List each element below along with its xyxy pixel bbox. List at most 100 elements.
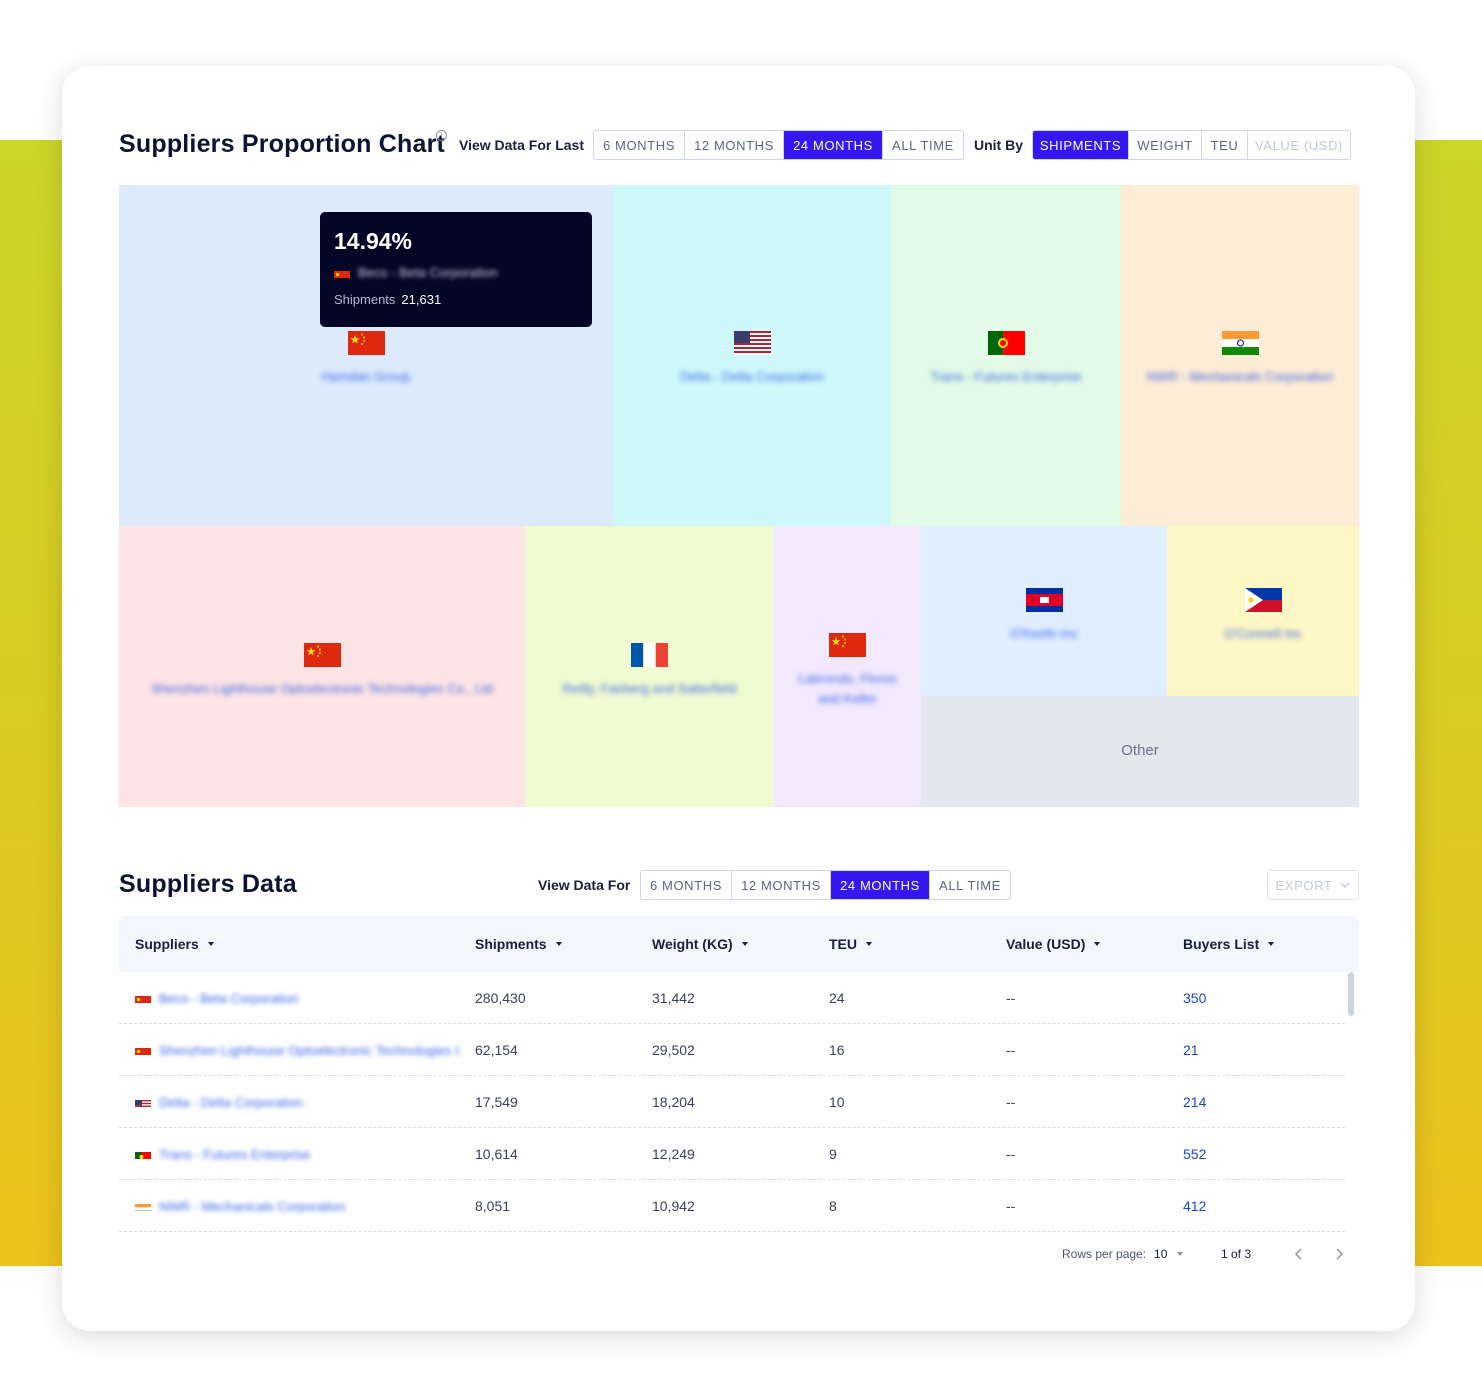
- weight-cell: 12,249: [652, 1146, 695, 1162]
- treemap-cell-label: Labrondo, Flores and Keller: [798, 671, 897, 706]
- treemap-cell-label: Hamdan Group: [321, 369, 411, 384]
- philippines-flag-icon: [1244, 588, 1282, 612]
- tooltip-percent: 14.94%: [334, 228, 413, 254]
- data-period-6m[interactable]: 6 MONTHS: [641, 871, 732, 899]
- shipments-cell: 17,549: [475, 1094, 518, 1110]
- france-flag-icon: [631, 643, 668, 667]
- unit-value-usd: VALUE (USD): [1255, 137, 1343, 153]
- chart-period-6m[interactable]: 6 MONTHS: [594, 131, 685, 159]
- shipments-cell: 8,051: [475, 1198, 511, 1214]
- value-cell: --: [1006, 990, 1016, 1006]
- sort-caret-icon: [1094, 942, 1101, 946]
- table-row[interactable]: Beco - Beta Corporation 280,430 31,442 2…: [119, 972, 1345, 1024]
- unit-by-label: Unit By: [974, 137, 1023, 153]
- sort-caret-icon: [866, 942, 872, 946]
- weight-cell: 18,204: [652, 1094, 695, 1110]
- info-icon[interactable]: i: [436, 130, 447, 141]
- data-period-24m[interactable]: 24 MONTHS: [831, 871, 930, 899]
- tooltip-metric-label: Shipments: [334, 292, 396, 307]
- teu-cell: 10: [829, 1094, 845, 1110]
- unit-teu[interactable]: TEU: [1202, 131, 1248, 159]
- unit-shipments[interactable]: SHIPMENTS: [1033, 131, 1129, 159]
- view-data-label: View Data For Last: [459, 137, 585, 153]
- treemap-other-label: Other: [1121, 742, 1159, 759]
- table-row[interactable]: Trans - Futures Enterprise 10,614 12,249…: [119, 1128, 1345, 1180]
- shipments-cell: 280,430: [475, 990, 526, 1006]
- chevron-down-icon: [1340, 882, 1350, 888]
- sort-caret-icon: [555, 942, 562, 946]
- unit-selector: SHIPMENTS WEIGHT TEU VALUE (USD): [1032, 130, 1351, 160]
- col-buyers[interactable]: Buyers List: [1183, 916, 1275, 972]
- treemap-cell[interactable]: Labrondo, Flores and Keller: [774, 526, 921, 807]
- scrollbar-thumb[interactable]: [1348, 972, 1354, 1016]
- weight-cell: 31,442: [652, 990, 695, 1006]
- treemap-cell-label: NWR - Mechanicals Corporation: [1146, 369, 1334, 384]
- page-info: 1 of 3: [1221, 1247, 1252, 1261]
- buyers-link[interactable]: 412: [1183, 1198, 1207, 1214]
- teu-cell: 8: [829, 1198, 837, 1214]
- sort-caret-icon: [741, 942, 748, 946]
- buyers-link[interactable]: 214: [1183, 1094, 1207, 1110]
- table-row[interactable]: NWR - Mechanicals Corporation 8,051 10,9…: [119, 1180, 1345, 1232]
- unit-weight[interactable]: WEIGHT: [1129, 131, 1202, 159]
- treemap-cell[interactable]: NWR - Mechanicals Corporation: [1121, 185, 1359, 526]
- treemap-cell[interactable]: Trans - Futures Enterprise: [891, 185, 1121, 526]
- buyers-link[interactable]: 552: [1183, 1146, 1207, 1162]
- treemap-cell[interactable]: O'Keefe Inc: [921, 526, 1167, 696]
- sort-caret-icon: [1268, 942, 1275, 946]
- india-flag-icon: [1221, 331, 1259, 355]
- supplier-name[interactable]: Trans - Futures Enterprise: [159, 1146, 311, 1162]
- col-suppliers[interactable]: Suppliers: [135, 916, 214, 972]
- treemap-cell-label: Reilly, Fairberg and Satterfield: [562, 681, 737, 696]
- col-weight[interactable]: Weight (KG): [652, 916, 748, 972]
- col-teu[interactable]: TEU: [829, 916, 872, 972]
- chevron-left-icon[interactable]: [1291, 1246, 1307, 1262]
- treemap-cell[interactable]: O'Connell Inc: [1167, 526, 1359, 696]
- table-row[interactable]: Delta - Delta Corporation 17,549 18,204 …: [119, 1076, 1345, 1128]
- tooltip-metric-value: 21,631: [401, 292, 442, 307]
- chevron-right-icon[interactable]: [1331, 1246, 1347, 1262]
- shipments-cell: 10,614: [475, 1146, 518, 1162]
- table-body: Beco - Beta Corporation 280,430 31,442 2…: [119, 972, 1345, 1232]
- value-cell: --: [1006, 1146, 1016, 1162]
- caret-down-icon[interactable]: [1177, 1252, 1184, 1256]
- supplier-name[interactable]: Shenzhen Lighthouse Optoelectronic Techn…: [159, 1042, 459, 1058]
- weight-cell: 10,942: [652, 1198, 695, 1214]
- china-flag-icon: [347, 331, 385, 355]
- supplier-name[interactable]: Beco - Beta Corporation: [159, 990, 299, 1006]
- table-row[interactable]: Shenzhen Lighthouse Optoelectronic Techn…: [119, 1024, 1345, 1076]
- teu-cell: 9: [829, 1146, 837, 1162]
- portugal-flag-icon: [987, 331, 1025, 355]
- rows-per-page-label: Rows per page:: [1062, 1247, 1147, 1261]
- value-cell: --: [1006, 1042, 1016, 1058]
- export-button[interactable]: EXPORT: [1267, 870, 1359, 900]
- col-value[interactable]: Value (USD): [1006, 916, 1101, 972]
- treemap-cell[interactable]: Shenzhen Lighthouse Optoelectronic Techn…: [119, 526, 525, 807]
- supplier-name[interactable]: NWR - Mechanicals Corporation: [159, 1198, 346, 1214]
- chart-period-all[interactable]: ALL TIME: [892, 137, 954, 153]
- data-period-selector: 6 MONTHS 12 MONTHS 24 MONTHS ALL TIME: [640, 870, 1011, 900]
- data-period-all[interactable]: ALL TIME: [939, 877, 1001, 893]
- suppliers-treemap: Hamdan Group Delta - Delta Corporation T…: [119, 185, 1359, 807]
- rows-per-page-select[interactable]: 10: [1154, 1247, 1168, 1261]
- china-flag-icon: [829, 633, 866, 657]
- buyers-link[interactable]: 21: [1183, 1042, 1199, 1058]
- table-scrollbar[interactable]: [1346, 972, 1356, 1232]
- table-header: Suppliers Shipments Weight (KG) TEU Valu…: [119, 916, 1359, 972]
- treemap-cell[interactable]: Delta - Delta Corporation: [613, 185, 891, 526]
- treemap-cell-label: O'Keefe Inc: [1010, 626, 1078, 641]
- chart-period-selector: 6 MONTHS 12 MONTHS 24 MONTHS ALL TIME: [593, 130, 964, 160]
- treemap-tooltip: 14.94% Beco - Beta Corporation Shipments…: [320, 212, 592, 327]
- data-period-12m[interactable]: 12 MONTHS: [732, 871, 831, 899]
- col-shipments[interactable]: Shipments: [475, 916, 562, 972]
- treemap-cell-label: O'Connell Inc: [1224, 626, 1302, 641]
- usa-flag-icon: [135, 1097, 151, 1107]
- buyers-link[interactable]: 350: [1183, 990, 1207, 1006]
- usa-flag-icon: [733, 331, 771, 355]
- chart-period-12m[interactable]: 12 MONTHS: [685, 131, 784, 159]
- chart-period-24m[interactable]: 24 MONTHS: [784, 131, 883, 159]
- china-flag-icon: [135, 1045, 151, 1055]
- treemap-cell-other[interactable]: Other: [921, 696, 1359, 807]
- treemap-cell[interactable]: Reilly, Fairberg and Satterfield: [525, 526, 774, 807]
- supplier-name[interactable]: Delta - Delta Corporation: [159, 1094, 303, 1110]
